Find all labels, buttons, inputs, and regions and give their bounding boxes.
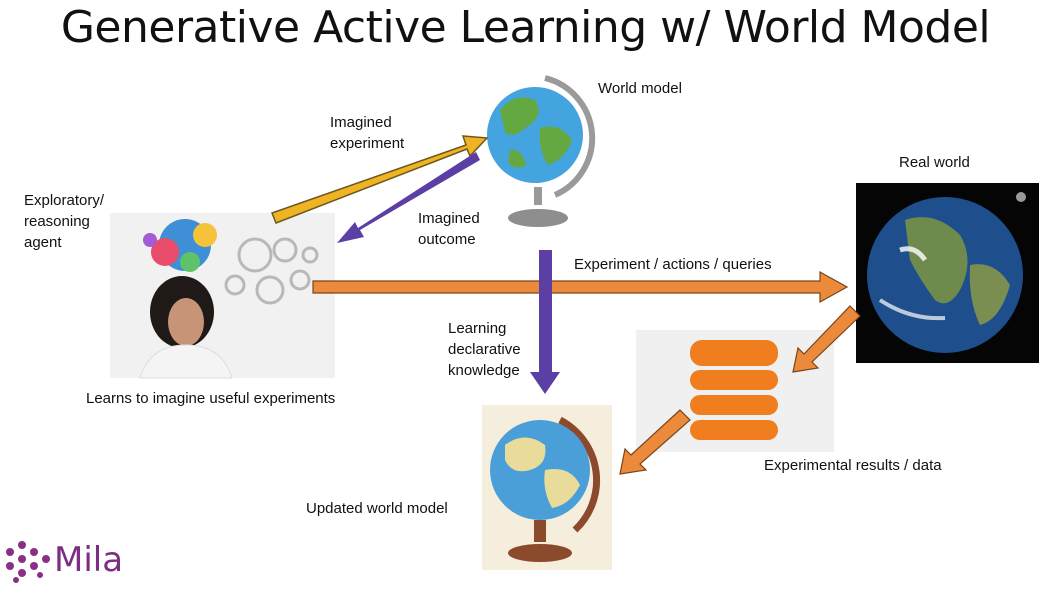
experiment-actions-arrow — [312, 270, 849, 304]
real-world-label: Real world — [899, 154, 970, 171]
learning-arrow — [530, 250, 560, 394]
imagined-outcome-label-line1: Imagined — [418, 210, 480, 227]
imagined-outcome-arrow — [337, 152, 480, 243]
learning-label-line3: knowledge — [448, 362, 520, 379]
world-model-label: World model — [598, 80, 682, 97]
globe-icon — [487, 75, 596, 227]
results-arrow-2 — [619, 409, 691, 475]
learning-label-line1: Learning — [448, 320, 507, 337]
agent-label-line3: agent — [24, 234, 62, 251]
learning-label: Learning declarative knowledge — [448, 318, 521, 381]
imagined-experiment-label-line2: experiment — [330, 135, 405, 152]
globe-icon — [482, 405, 612, 570]
imagined-experiment-arrow — [271, 135, 489, 224]
agent-label: Exploratory/ reasoning agent — [24, 190, 104, 253]
results-arrow-1 — [792, 305, 861, 373]
imagined-outcome-label: Imagined outcome — [418, 208, 480, 250]
results-label: Experimental results / data — [764, 457, 942, 474]
earth-icon — [856, 183, 1039, 363]
imagined-outcome-label-line2: outcome — [418, 231, 476, 248]
thinking-person-icon — [110, 213, 335, 379]
mila-logo-icon — [6, 541, 50, 583]
slide-title: Generative Active Learning w/ World Mode… — [60, 2, 991, 53]
imagined-experiment-label-line1: Imagined — [330, 114, 392, 131]
mila-logo-text: Mila — [54, 540, 124, 580]
agent-label-line2: reasoning — [24, 213, 90, 230]
updated-world-model-label: Updated world model — [306, 500, 448, 517]
learning-label-line2: declarative — [448, 341, 521, 358]
experiment-actions-label: Experiment / actions / queries — [574, 256, 772, 273]
agent-label-line1: Exploratory/ — [24, 192, 105, 209]
learns-to-imagine-label: Learns to imagine useful experiments — [86, 390, 336, 407]
imagined-experiment-label: Imagined experiment — [330, 112, 404, 154]
